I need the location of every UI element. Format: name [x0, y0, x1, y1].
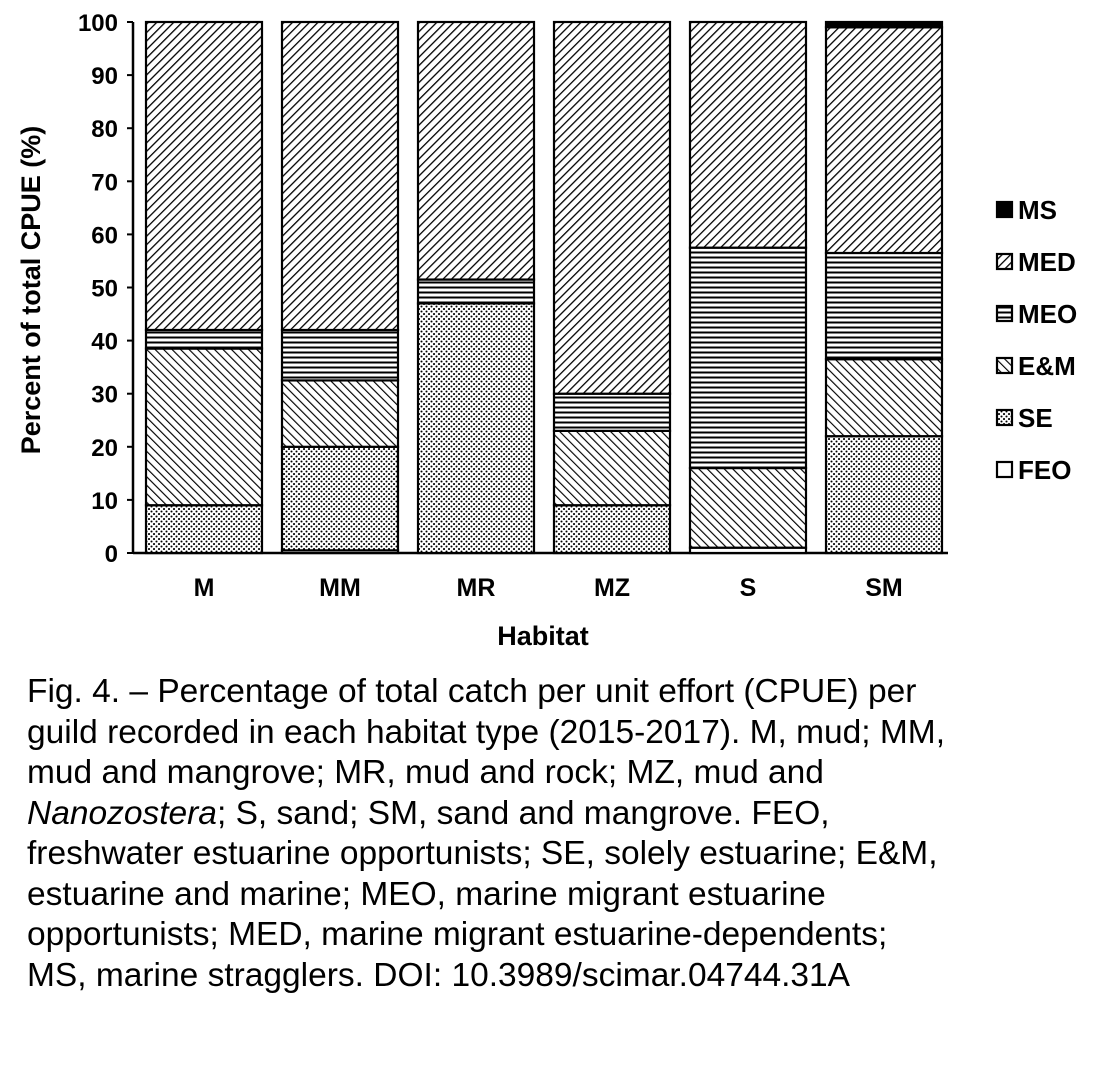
bar-stack	[416, 20, 536, 555]
legend-item: MS	[995, 195, 1057, 225]
caption-line: Fig. 4. – Percentage of total catch per …	[27, 673, 917, 710]
bar-segment	[824, 435, 944, 555]
bar-segment	[824, 358, 944, 438]
legend-item: SE	[995, 403, 1053, 433]
bar-segment	[416, 278, 536, 305]
bar-segment	[280, 20, 400, 332]
x-tick-label: MZ	[594, 574, 630, 602]
y-tick-label: 80	[91, 116, 118, 143]
y-tick-label: 10	[91, 488, 118, 515]
x-axis-title: Habitat	[497, 621, 589, 651]
bar-segment	[552, 392, 672, 432]
y-tick-label: 0	[105, 541, 118, 568]
legend-label: SE	[1018, 403, 1053, 433]
x-tick-label: MR	[457, 574, 496, 602]
legend-swatch	[995, 460, 1014, 479]
caption-line: Nanozostera; S, sand; SM, sand and mangr…	[27, 794, 1097, 835]
legend-swatch	[995, 304, 1014, 323]
caption-line: guild recorded in each habitat type (201…	[27, 713, 946, 751]
legend-label: MED	[1018, 247, 1076, 277]
bar-segment	[688, 246, 808, 470]
caption-line-rest: ; S, sand; SM, sand and mangrove. FEO,	[216, 794, 830, 832]
x-tick-label: SM	[865, 574, 903, 602]
legend-swatch	[995, 408, 1014, 427]
bar-segment	[280, 328, 400, 382]
y-tick-label: 70	[91, 169, 118, 196]
legend-swatch	[995, 356, 1014, 375]
bar-stack	[144, 20, 264, 555]
legend-item: E&M	[995, 351, 1076, 381]
legend-item: FEO	[995, 455, 1071, 485]
caption-line: estuarine and marine; MEO, marine migran…	[27, 875, 826, 913]
y-tick-label: 90	[91, 63, 118, 90]
y-tick-label: 50	[91, 276, 118, 303]
bar-segment	[416, 20, 536, 281]
x-tick-label: S	[740, 574, 757, 602]
caption-line: mud and mangrove; MR, mud and rock; MZ, …	[27, 754, 824, 791]
bar-segment	[552, 429, 672, 507]
legend-label: FEO	[1018, 455, 1071, 485]
bar-segment	[688, 466, 808, 549]
bar-segment	[144, 328, 264, 350]
bar-segment	[688, 20, 808, 249]
bar-segment	[144, 347, 264, 507]
bar-segment	[824, 26, 944, 255]
y-tick-labels: 0 10 20 30 40 50 60 70 80 90 100	[78, 10, 118, 568]
caption-line: MS, marine stragglers. DOI: 10.3989/scim…	[27, 956, 851, 994]
figure-caption: Fig. 4. – Percentage of total catch per …	[27, 672, 1097, 996]
y-tick-label: 60	[91, 222, 118, 249]
bar-segment	[280, 379, 400, 448]
bar-segment	[552, 20, 672, 395]
caption-line: opportunists; MED, marine migrant estuar…	[27, 916, 888, 953]
bar-segment	[144, 504, 264, 555]
bar-stack	[688, 20, 808, 555]
y-tick-label: 100	[78, 10, 118, 37]
bar-segment	[280, 445, 400, 552]
y-tick-label: 20	[91, 435, 118, 462]
bar-stack	[280, 20, 400, 555]
bars	[144, 20, 944, 555]
x-tick-label: MM	[319, 574, 361, 602]
legend: MS MED MEO E&M SE FEO	[995, 195, 1077, 485]
legend-label: MS	[1018, 195, 1057, 225]
bar-segment	[824, 251, 944, 361]
legend-label: E&M	[1018, 351, 1076, 381]
legend-item: MED	[995, 247, 1076, 277]
y-axis	[127, 21, 135, 554]
y-tick-label: 40	[91, 329, 118, 356]
bar-segment	[552, 504, 672, 555]
legend-swatch	[995, 252, 1014, 271]
x-tick-labels: M MM MR MZ S SM	[194, 574, 903, 602]
y-tick-label: 30	[91, 382, 118, 409]
bar-segment	[144, 20, 264, 332]
x-tick-label: M	[194, 574, 215, 602]
legend-swatch	[995, 200, 1014, 219]
y-axis-title: Percent of total CPUE (%)	[16, 126, 46, 455]
caption-italic-genus: Nanozostera	[27, 794, 217, 832]
bar-stack	[824, 20, 944, 555]
caption-line: freshwater estuarine opportunists; SE, s…	[27, 835, 938, 872]
bar-stack	[552, 20, 672, 555]
legend-item: MEO	[995, 299, 1077, 329]
legend-label: MEO	[1018, 299, 1077, 329]
bar-segment	[824, 20, 944, 29]
bar-segment	[416, 302, 536, 555]
